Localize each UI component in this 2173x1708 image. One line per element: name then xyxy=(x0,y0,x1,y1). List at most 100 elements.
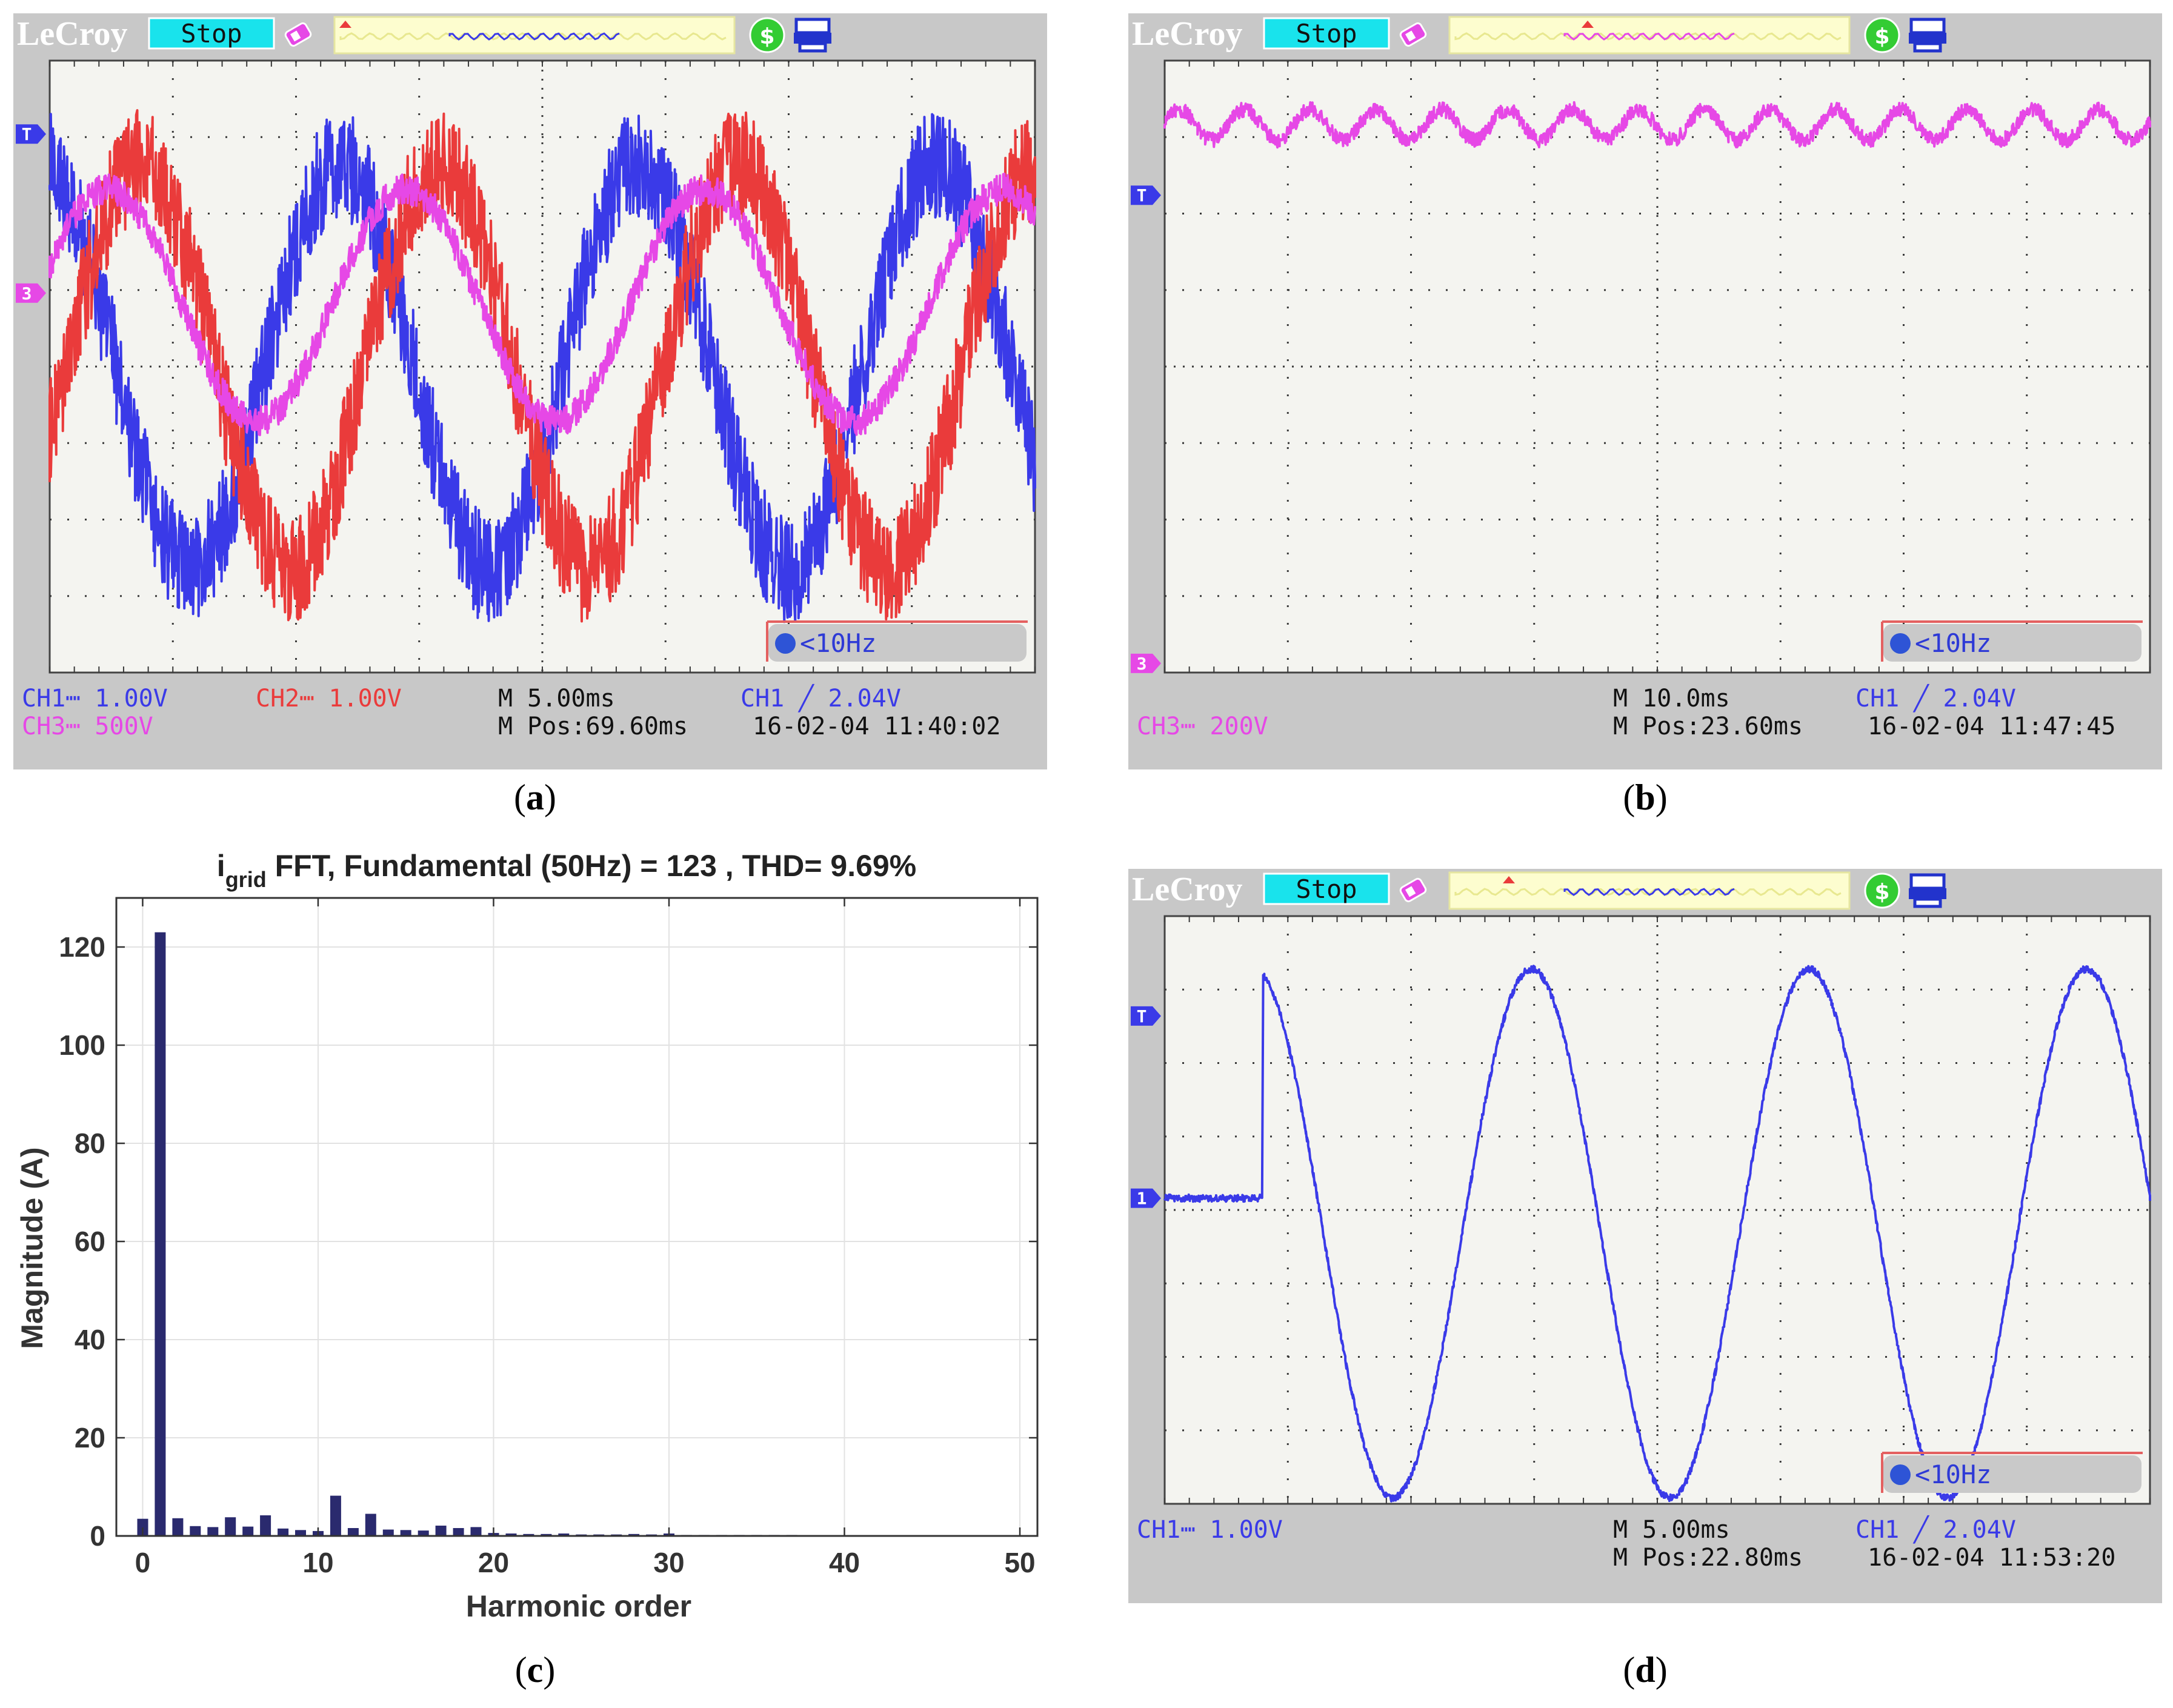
scope-traces xyxy=(1163,965,2151,1503)
trigger-position-icon xyxy=(1582,21,1594,28)
printer-icon[interactable] xyxy=(1909,873,1946,908)
fft-bar-h22 xyxy=(523,1534,534,1536)
fft-xtick-label-1: 10 xyxy=(302,1547,333,1578)
channel-marker-3[interactable]: 3 xyxy=(1131,653,1161,674)
dollar-icon[interactable]: $ xyxy=(1864,872,1900,909)
fft-bar-h17 xyxy=(435,1526,447,1536)
fft-title-prefix: i xyxy=(217,849,225,883)
dollar-icon[interactable]: $ xyxy=(749,17,785,53)
trace-ch2 xyxy=(48,109,1036,623)
fft-xtick-label-3: 30 xyxy=(653,1547,684,1578)
trigger-position-icon xyxy=(339,21,351,28)
caption-c: (c) xyxy=(514,1650,556,1690)
trigger-frequency-box[interactable] xyxy=(768,624,1027,662)
fft-ytick-label-6: 120 xyxy=(59,931,105,963)
caption-a: (a) xyxy=(514,777,556,817)
probe-icon[interactable] xyxy=(284,22,312,47)
trigger-frequency-box[interactable] xyxy=(1883,1455,2141,1493)
scope-grid xyxy=(1164,916,2151,1504)
dollar-icon[interactable]: $ xyxy=(1864,17,1900,53)
svg-text:$: $ xyxy=(759,24,774,49)
fft-bar-h13 xyxy=(365,1514,376,1536)
stop-button[interactable] xyxy=(1263,17,1390,50)
stop-button[interactable] xyxy=(148,17,275,50)
caption-b: (b) xyxy=(1623,777,1668,817)
trigger-frequency-label: <10Hz xyxy=(800,628,876,658)
printer-icon[interactable] xyxy=(1909,18,1946,53)
svg-text:1: 1 xyxy=(1137,1189,1147,1209)
trigger-frequency-label: <10Hz xyxy=(1915,628,1991,658)
channel-marker-1[interactable]: 1 xyxy=(1131,1188,1161,1209)
channel-marker-T[interactable]: T xyxy=(1131,1006,1161,1026)
panel-c: igrid FFT, Fundamental (50Hz) = 123 , TH… xyxy=(0,830,1067,1630)
fft-bar-h16 xyxy=(418,1530,429,1536)
scope-traces xyxy=(48,109,1036,623)
trigger-coupling-icon xyxy=(1890,633,1911,654)
printer-icon[interactable] xyxy=(794,18,831,53)
svg-text:T: T xyxy=(1137,1006,1147,1026)
svg-text:T: T xyxy=(22,124,32,144)
trigger-frequency-label: <10Hz xyxy=(1915,1460,1991,1489)
probe-icon[interactable] xyxy=(1399,877,1427,903)
fft-bar-h6 xyxy=(242,1526,254,1536)
fft-ytick-label-4: 80 xyxy=(75,1128,105,1159)
trigger-coupling-icon xyxy=(1890,1464,1911,1485)
scope-b: LeCroy Stop $ T 3 <10Hz M 10.0ms CH1 ╱ 2.04V CH3… xyxy=(1128,13,2162,769)
fft-bars xyxy=(137,932,850,1536)
scope-a: LeCroy Stop $ T 3 <10Hz CH1┉ 1.00V CH2┉ 1.00V M … xyxy=(13,13,1047,769)
fft-bar-h4 xyxy=(207,1527,219,1536)
svg-text:$: $ xyxy=(1874,24,1889,49)
readout-row1-1: CH2┉ 1.00V xyxy=(256,685,402,713)
stop-label: Stop xyxy=(1296,874,1357,904)
readout-row2-0: CH3┉ 200V xyxy=(1137,713,1268,740)
svg-text:T: T xyxy=(1137,185,1147,205)
scope-d: LeCroy Stop $ T 1 <10Hz CH1┉ 1.00V M 5.00ms CH1 … xyxy=(1128,869,2162,1603)
fft-bar-h1 xyxy=(155,932,166,1536)
trigger-coupling-icon xyxy=(775,633,796,654)
timebase-overview[interactable] xyxy=(1448,16,1851,55)
stop-label: Stop xyxy=(1296,19,1357,48)
trigger-position-icon xyxy=(1503,876,1515,883)
timebase-overview[interactable] xyxy=(1448,871,1851,910)
brand-logo: LeCroy xyxy=(1132,871,1243,908)
panel-a: LeCroy Stop $ T 3 <10Hz CH1┉ 1.00V CH2┉ 1.00V M … xyxy=(13,13,1047,769)
fft-bar-h24 xyxy=(558,1534,570,1536)
channel-marker-T[interactable]: T xyxy=(16,124,46,144)
readout-row2-2: 16-02-04 11:40:02 xyxy=(753,713,1000,740)
fft-bar-h18 xyxy=(453,1528,464,1536)
probe-icon[interactable] xyxy=(1399,22,1427,47)
channel-marker-3[interactable]: 3 xyxy=(16,283,46,304)
svg-text:3: 3 xyxy=(1137,654,1147,674)
panel-d: LeCroy Stop $ T 1 <10Hz CH1┉ 1.00V M 5.00ms CH1 … xyxy=(1128,869,2162,1603)
fft-ytick-label-0: 0 xyxy=(90,1520,105,1552)
fft-bar-h19 xyxy=(470,1527,482,1536)
readout-row1-3: CH1 ╱ 2.04V xyxy=(740,683,901,713)
fft-ytick-label-1: 20 xyxy=(75,1422,105,1454)
fft-ytick-label-2: 40 xyxy=(75,1324,105,1355)
stop-label: Stop xyxy=(181,19,242,48)
readout-row1-2: M 10.0ms xyxy=(1613,685,1730,713)
readout-row2-1: M Pos:23.60ms xyxy=(1613,713,1803,740)
scope-grid xyxy=(1164,61,2151,673)
svg-text:3: 3 xyxy=(22,284,32,304)
fft-bar-h8 xyxy=(278,1528,289,1536)
fft-xtick-label-2: 20 xyxy=(478,1547,509,1578)
panel-b: LeCroy Stop $ T 3 <10Hz M 10.0ms CH1 ╱ 2.04V CH3… xyxy=(1128,13,2162,769)
fft-bar-h3 xyxy=(190,1526,201,1536)
readout-row1-0: CH1┉ 1.00V xyxy=(1137,1516,1283,1544)
brand-logo: LeCroy xyxy=(17,15,128,53)
readout-row1-3: CH1 ╱ 2.04V xyxy=(1855,1515,2016,1544)
fft-axes: 0 10 20 30 40 50 0 20 40 60 80 100 120 xyxy=(59,897,1039,1578)
timebase-overview[interactable] xyxy=(333,16,736,55)
fft-ytick-label-5: 100 xyxy=(59,1029,105,1061)
stop-button[interactable] xyxy=(1263,872,1390,905)
trigger-frequency-box[interactable] xyxy=(1883,624,2141,662)
readout-row2-1: M Pos:22.80ms xyxy=(1613,1544,1803,1572)
channel-marker-T[interactable]: T xyxy=(1131,185,1161,205)
fft-bar-h15 xyxy=(400,1530,411,1536)
readout-row2-0: CH3┉ 500V xyxy=(22,713,153,740)
fft-axes-box xyxy=(115,897,1039,1537)
trace-ch3 xyxy=(1163,101,2151,149)
fft-bar-h0 xyxy=(137,1518,148,1536)
fft-title-rest: FFT, Fundamental (50Hz) = 123 , THD= 9.6… xyxy=(267,849,917,883)
